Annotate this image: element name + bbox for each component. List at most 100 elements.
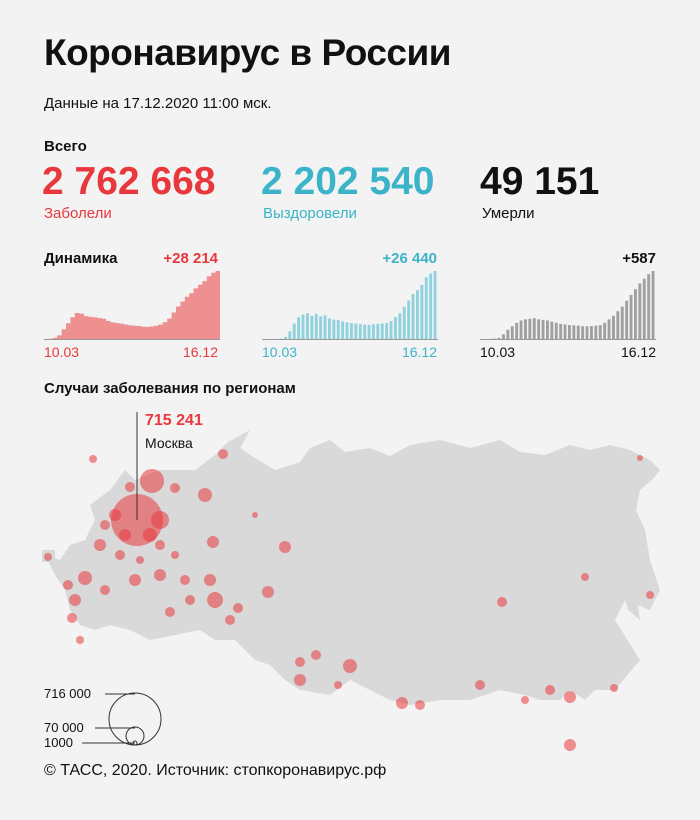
- deaths-bar: [576, 325, 580, 339]
- cases-bar: [171, 312, 177, 339]
- recovered-label: Выздоровели: [263, 205, 357, 222]
- region-bubble: [396, 697, 408, 709]
- russia-map: [42, 412, 660, 751]
- region-bubble: [94, 539, 106, 551]
- deaths-bar: [625, 300, 629, 339]
- recovered-bar: [402, 306, 406, 339]
- dynamics-label: Динамика: [44, 250, 118, 267]
- cases-bar: [74, 312, 80, 339]
- recovered-bar: [433, 271, 437, 339]
- cases-bar: [215, 271, 220, 339]
- region-bubble: [180, 575, 190, 585]
- recovered-bar: [380, 323, 384, 339]
- deaths-bar: [603, 322, 607, 339]
- region-bubble: [100, 585, 110, 595]
- region-bubble: [646, 591, 654, 599]
- data-date: Данные на 17.12.2020 11:00 мск.: [44, 95, 272, 112]
- totals-label: Всего: [44, 138, 87, 155]
- region-bubble: [252, 512, 258, 518]
- recovered-total: 2 202 540: [261, 160, 435, 203]
- cases-bar: [154, 325, 159, 339]
- region-bubble: [343, 659, 357, 673]
- deaths-bar: [510, 326, 514, 339]
- region-bubble: [89, 455, 97, 463]
- recovered-bar: [389, 320, 393, 339]
- region-bubble: [415, 700, 425, 710]
- region-bubble: [125, 482, 135, 492]
- cases-bar: [180, 301, 186, 339]
- recovered-bar: [411, 293, 415, 339]
- region-bubble: [115, 550, 125, 560]
- deaths-delta: +587: [622, 250, 656, 267]
- region-bubble: [637, 455, 643, 461]
- deaths-bar: [651, 271, 655, 339]
- recovered-bar: [424, 277, 428, 339]
- recovered-bar: [354, 323, 358, 339]
- region-bubble: [76, 636, 84, 644]
- sakhalin-shape: [578, 640, 590, 690]
- region-bubble: [129, 574, 141, 586]
- recovered-bar: [341, 321, 345, 339]
- cases-bar: [149, 326, 155, 339]
- cases-bar: [136, 325, 142, 339]
- deaths-bar: [528, 318, 532, 339]
- deaths-bar: [612, 315, 615, 339]
- region-bubble: [69, 594, 81, 606]
- recovered-bar: [284, 336, 287, 339]
- recovered-bar: [297, 317, 301, 339]
- recovered-bar: [407, 300, 411, 339]
- cases-bar: [202, 281, 208, 339]
- cases-bar: [140, 326, 146, 339]
- region-bubble: [564, 691, 576, 703]
- recovered-bar: [301, 314, 305, 339]
- deaths-x-start: 10.03: [480, 344, 516, 360]
- cases-bar: [114, 323, 120, 339]
- recovered-bar: [332, 319, 336, 339]
- deaths-label: Умерли: [482, 205, 535, 222]
- cases-bar: [198, 284, 203, 339]
- recovered-bar: [314, 313, 318, 339]
- cases-bar: [92, 317, 98, 339]
- kamchatka-shape: [620, 580, 640, 620]
- cases-total: 2 762 668: [42, 160, 216, 203]
- region-bubble: [334, 681, 342, 689]
- region-bubble: [294, 674, 306, 686]
- deaths-bar: [590, 326, 593, 339]
- region-bubble: [207, 536, 219, 548]
- region-bubble: [143, 528, 157, 542]
- recovered-bar: [350, 323, 353, 339]
- deaths-bar: [620, 306, 624, 339]
- cases-bar: [158, 324, 164, 339]
- region-bubble: [198, 488, 212, 502]
- recovered-bar: [420, 284, 424, 339]
- recovered-x-start: 10.03: [262, 344, 298, 360]
- region-bubble: [165, 607, 175, 617]
- recovered-bar: [363, 324, 367, 339]
- cases-bar: [193, 288, 199, 339]
- recovered-x-end: 16.12: [401, 344, 437, 360]
- deaths-bar: [585, 326, 589, 339]
- region-bubble: [610, 684, 618, 692]
- legend-medium: 70 000: [44, 720, 84, 735]
- cases-bar: [127, 325, 133, 339]
- cases-bar: [184, 296, 190, 339]
- deaths-bar: [515, 322, 519, 339]
- russia-shape: [45, 440, 660, 705]
- deaths-bar: [594, 325, 598, 339]
- deaths-bar: [629, 294, 633, 339]
- footer-source: © ТАСС, 2020. Источник: стопкоронавирус.…: [44, 762, 387, 779]
- deaths-bar: [519, 320, 523, 339]
- deaths-bar: [642, 278, 646, 339]
- cases-bar: [118, 323, 124, 339]
- region-bubble: [155, 540, 165, 550]
- deaths-bar: [502, 334, 505, 339]
- recovered-delta: +26 440: [382, 250, 437, 267]
- cases-bar: [145, 326, 151, 339]
- cases-bar: [211, 272, 217, 339]
- deaths-bar: [616, 311, 620, 339]
- cases-bar: [57, 335, 63, 339]
- cases-bar: [206, 276, 212, 339]
- deaths-bar: [607, 319, 611, 339]
- region-bubble: [207, 592, 223, 608]
- recovered-bar: [398, 313, 402, 339]
